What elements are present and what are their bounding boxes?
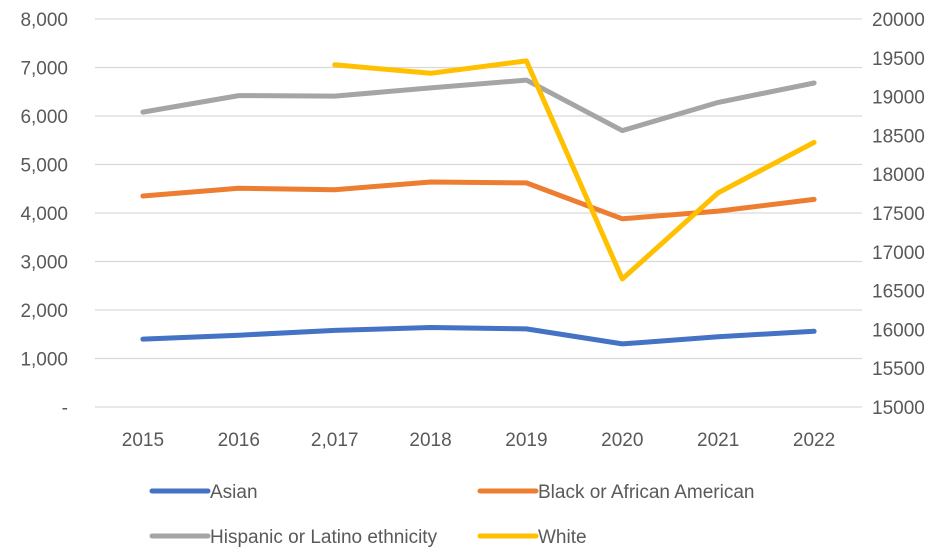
right-axis-tick-label: 20000 <box>872 10 925 31</box>
right-axis-tick-label: 19000 <box>872 88 925 109</box>
gridlines <box>95 18 862 408</box>
x-axis-tick-label: 2022 <box>793 430 835 451</box>
right-axis-tick-label: 15500 <box>872 359 925 380</box>
x-axis-tick-label: 2015 <box>122 430 164 451</box>
left-axis-tick-label: 2,000 <box>20 301 68 322</box>
x-axis-ticks: 2015 2016 2,017 2018 2019 2020 2021 2022 <box>122 430 835 451</box>
legend-label-asian: Asian <box>210 482 258 503</box>
right-axis-tick-label: 18500 <box>872 126 925 147</box>
legend-label-black-or-african-american: Black or African American <box>538 482 754 503</box>
left-axis-tick-label: 8,000 <box>20 10 68 31</box>
right-axis-tick-label: 16000 <box>872 320 925 341</box>
series-line-hispanic-or-latino-ethnicity <box>140 77 817 134</box>
legend-label-hispanic-or-latino-ethnicity: Hispanic or Latino ethnicity <box>210 527 438 548</box>
left-axis-tick-label: 7,000 <box>20 59 68 80</box>
left-axis-tick-label: 3,000 <box>20 253 68 274</box>
right-axis-tick-label: 17000 <box>872 243 925 264</box>
series-lines <box>140 58 817 347</box>
left-axis-ticks: - 1,000 2,000 3,000 4,000 5,000 6,000 7,000 8,00… <box>20 10 68 419</box>
x-axis-tick-label: 2018 <box>409 430 451 451</box>
x-axis-tick-label: 2019 <box>505 430 547 451</box>
right-axis-tick-label: 19500 <box>872 49 925 70</box>
left-axis-tick-label: 6,000 <box>20 107 68 128</box>
left-axis-tick-label: 5,000 <box>20 156 68 177</box>
series-line-white <box>332 58 817 282</box>
x-axis-tick-label: 2020 <box>601 430 643 451</box>
x-axis-tick-label: 2,017 <box>311 430 359 451</box>
x-axis-tick-label: 2021 <box>697 430 739 451</box>
left-axis-tick-label: 4,000 <box>20 204 68 225</box>
right-axis-tick-label: 16500 <box>872 282 925 303</box>
series-line-black-or-african-american <box>140 179 817 222</box>
series-line-asian <box>140 325 817 347</box>
legend-label-white: White <box>538 527 587 548</box>
right-axis-tick-label: 17500 <box>872 204 925 225</box>
right-axis-tick-label: 18000 <box>872 165 925 186</box>
left-axis-tick-label: 1,000 <box>20 350 68 371</box>
left-axis-tick-label: - <box>62 398 68 419</box>
x-axis-tick-label: 2016 <box>218 430 260 451</box>
right-axis-tick-label: 15000 <box>872 398 925 419</box>
right-axis-ticks: 15000 15500 16000 16500 17000 17500 18000 18500… <box>872 10 925 419</box>
legend: Asian Black or African American Hispanic o… <box>149 482 754 548</box>
